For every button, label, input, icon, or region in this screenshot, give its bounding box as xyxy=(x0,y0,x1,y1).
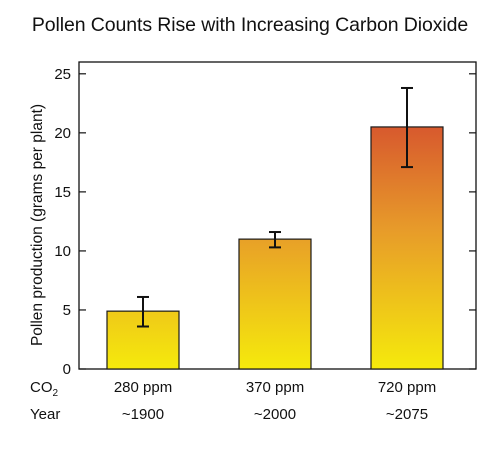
y-tick-label: 5 xyxy=(63,302,71,319)
error-bars xyxy=(137,86,413,328)
co2-category-label: 280 ppm xyxy=(114,379,172,396)
year-category-label: ~2075 xyxy=(386,406,428,423)
chart-title: Pollen Counts Rise with Increasing Carbo… xyxy=(31,14,469,36)
year-category-label: ~2000 xyxy=(254,406,296,423)
co2-row-label: CO2 xyxy=(30,379,59,399)
y-axis-title: Pollen production (grams per plant) xyxy=(29,104,46,346)
year-row-label: Year xyxy=(30,406,60,423)
co2-category-label: 370 ppm xyxy=(246,379,304,396)
y-tick-label: 0 xyxy=(63,361,71,378)
y-tick-label: 10 xyxy=(54,243,71,260)
y-tick-label: 25 xyxy=(54,66,71,83)
x-axis-labels: 280 ppm ~1900 370 ppm ~2000 720 ppm ~2075 xyxy=(114,379,436,423)
y-tick-label: 15 xyxy=(54,184,71,201)
y-axis: 0 5 10 15 20 25 xyxy=(54,66,476,378)
bar xyxy=(238,238,312,370)
year-category-label: ~1900 xyxy=(122,406,164,423)
y-tick-label: 20 xyxy=(54,125,71,142)
co2-category-label: 720 ppm xyxy=(378,379,436,396)
